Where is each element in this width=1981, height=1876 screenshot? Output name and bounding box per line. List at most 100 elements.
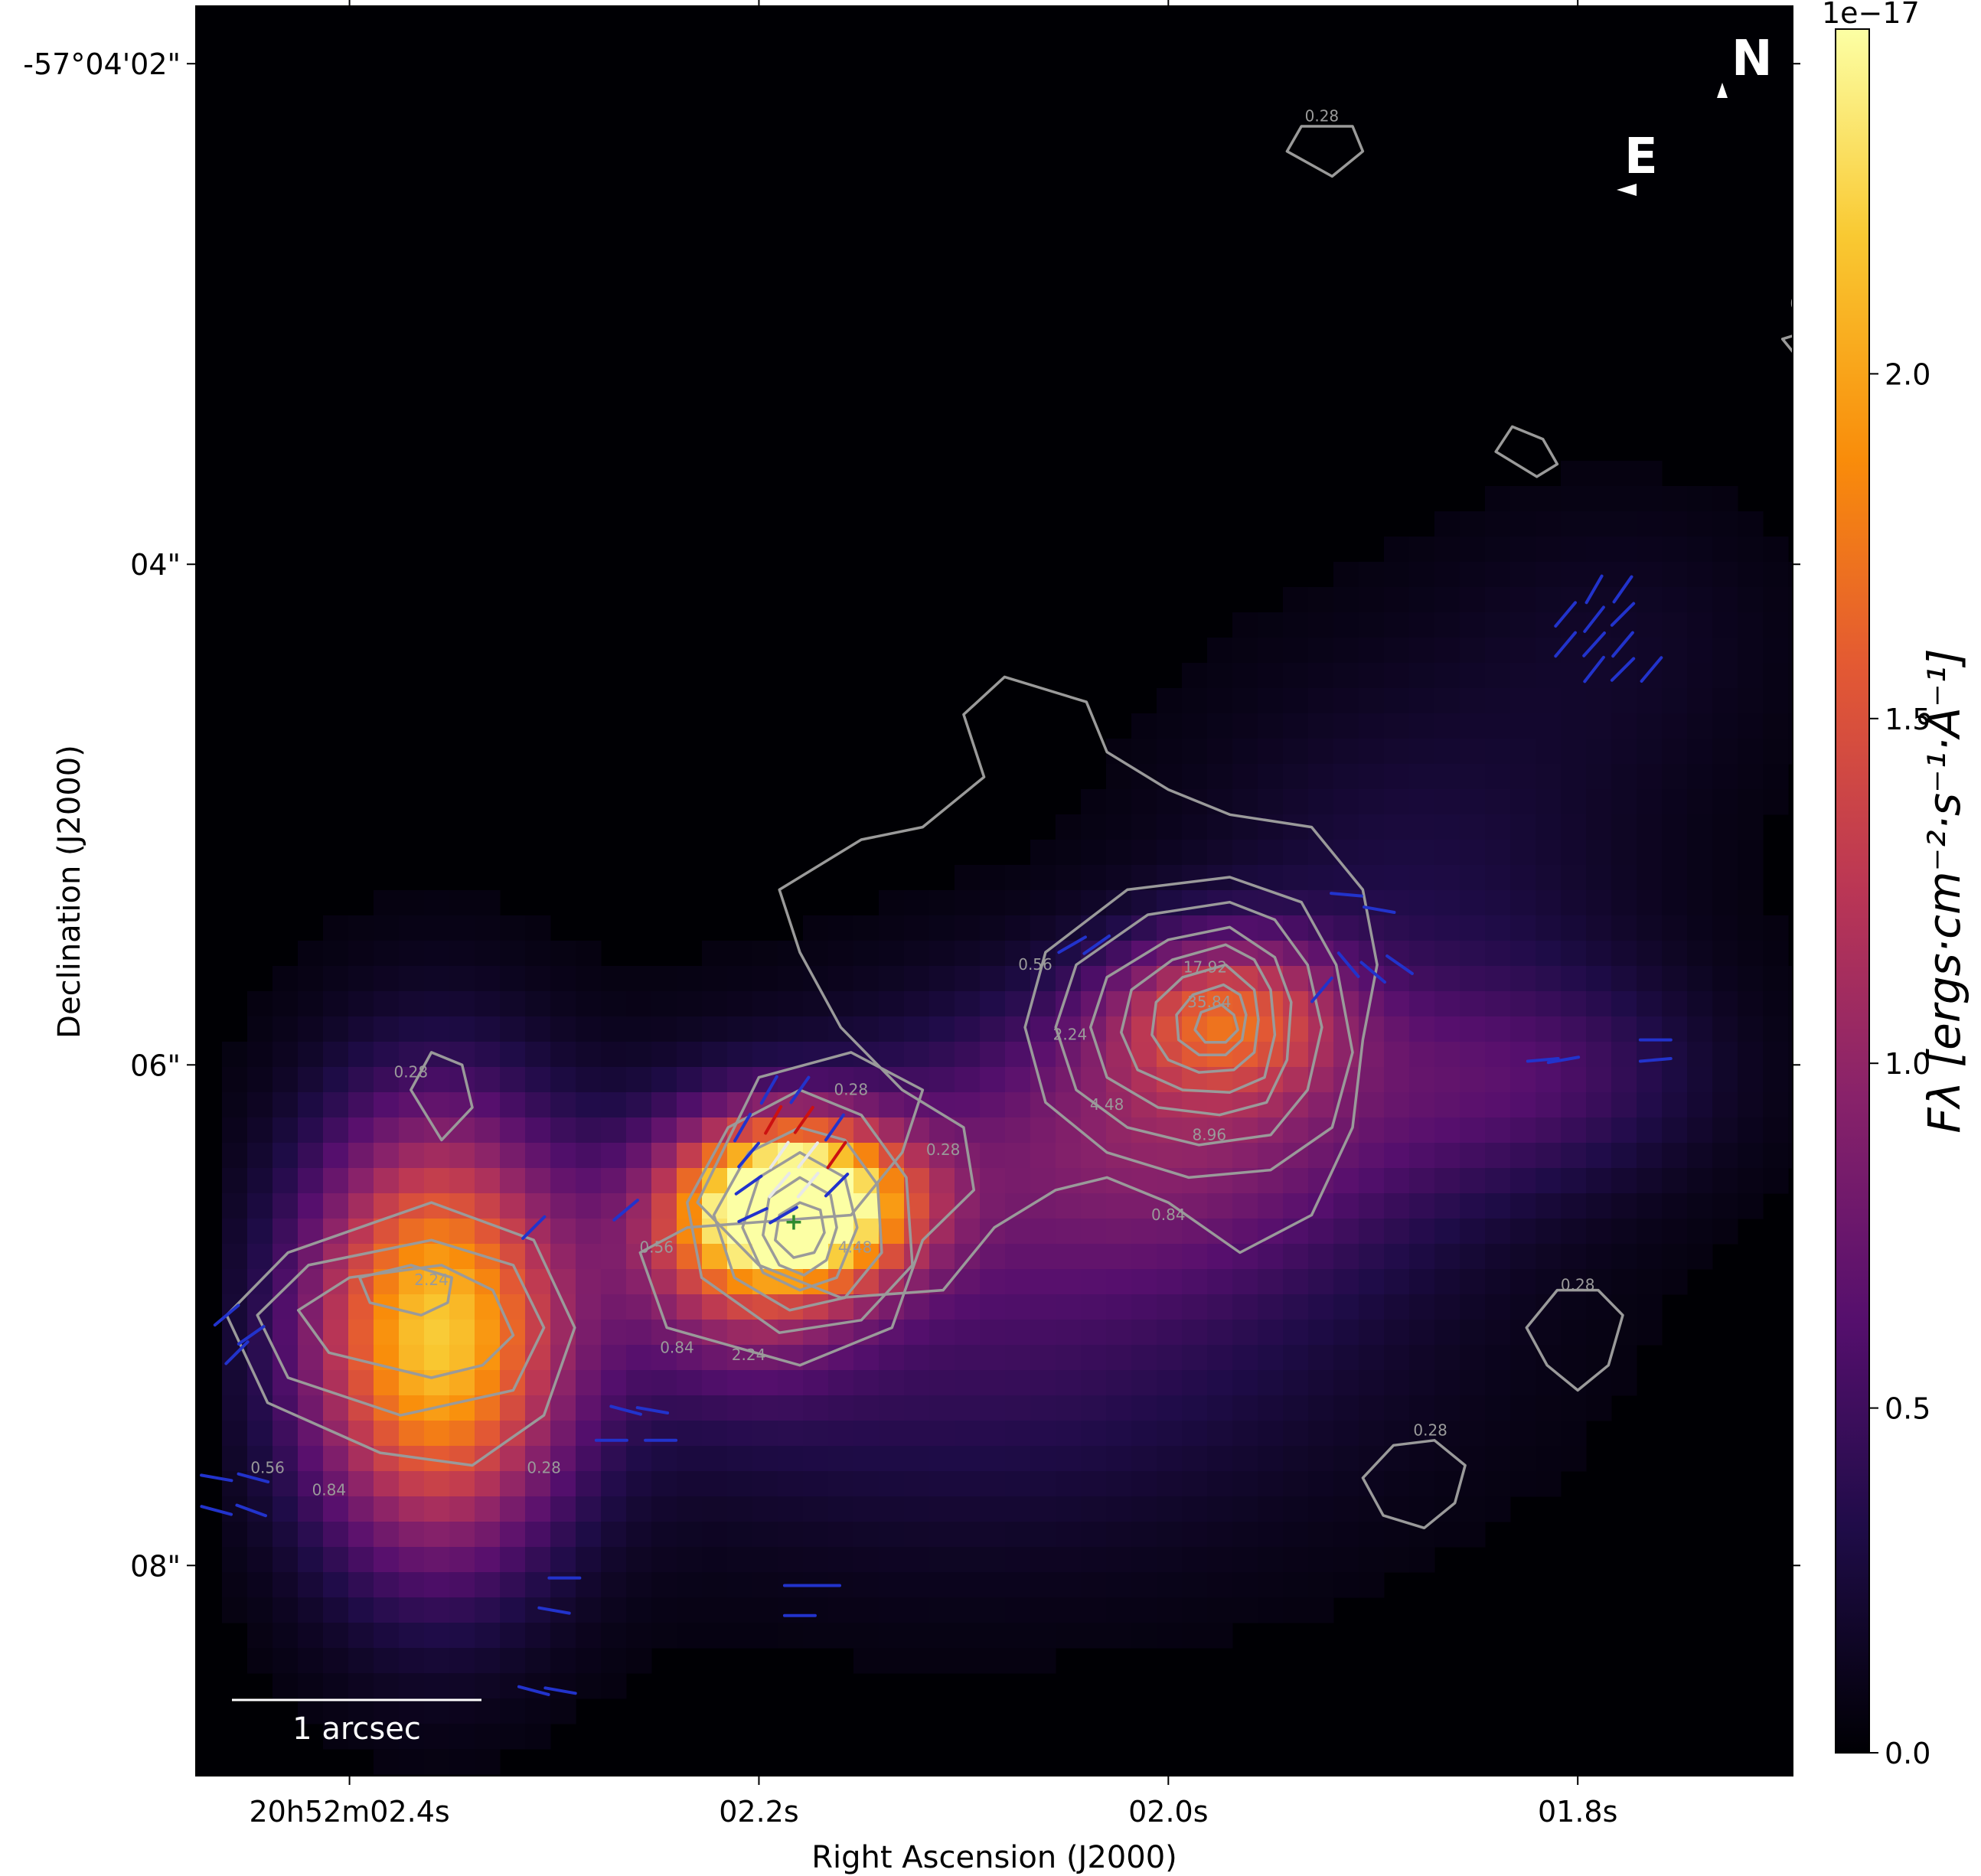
heatmap-pixel <box>1207 1345 1233 1371</box>
heatmap-pixel <box>247 1219 273 1245</box>
heatmap-pixel <box>1662 941 1688 967</box>
heatmap-pixel <box>879 1522 905 1548</box>
heatmap-pixel <box>803 991 829 1017</box>
heatmap-pixel <box>1359 1244 1385 1270</box>
heatmap-pixel <box>651 1370 677 1396</box>
heatmap-pixel <box>424 1193 450 1219</box>
heatmap-pixel <box>1409 1320 1435 1346</box>
x-tick-label: 01.8s <box>1538 1795 1617 1829</box>
heatmap-pixel <box>601 1572 627 1598</box>
heatmap-pixel <box>298 1623 324 1649</box>
heatmap-pixel <box>1182 1471 1208 1497</box>
heatmap-pixel <box>1662 1092 1688 1118</box>
heatmap-pixel <box>348 1016 374 1042</box>
heatmap-pixel <box>1434 1522 1460 1548</box>
heatmap-pixel <box>1258 1294 1284 1320</box>
heatmap-pixel <box>1005 1117 1031 1144</box>
heatmap-pixel <box>1510 1117 1536 1144</box>
heatmap-pixel <box>1232 966 1258 992</box>
heatmap-pixel <box>1712 814 1738 840</box>
heatmap-pixel <box>1157 688 1183 714</box>
heatmap-pixel <box>1232 663 1258 689</box>
heatmap-pixel <box>702 1168 728 1194</box>
heatmap-pixel <box>601 1421 627 1447</box>
heatmap-pixel <box>1409 713 1435 739</box>
heatmap-pixel <box>1738 966 1764 992</box>
heatmap-pixel <box>626 1067 652 1093</box>
heatmap-pixel <box>1536 663 1562 689</box>
heatmap-pixel <box>323 1067 349 1093</box>
colorbar-tick-label: 1.5 <box>1885 703 1930 736</box>
heatmap-pixel <box>550 1648 576 1674</box>
heatmap-pixel <box>702 966 728 992</box>
heatmap-pixel <box>879 1597 905 1623</box>
heatmap-pixel <box>1536 1244 1562 1270</box>
heatmap-pixel <box>1434 991 1460 1017</box>
heatmap-pixel <box>1207 1421 1233 1447</box>
heatmap-pixel <box>1005 1446 1031 1472</box>
heatmap-pixel <box>1157 814 1183 840</box>
polarization-vector <box>764 1104 783 1135</box>
heatmap-pixel <box>1561 1421 1587 1447</box>
heatmap-pixel <box>475 890 501 916</box>
heatmap-pixel <box>1157 1395 1183 1421</box>
heatmap-pixel <box>1030 1143 1056 1169</box>
heatmap-pixel <box>298 1496 324 1522</box>
heatmap-pixel <box>1131 840 1157 866</box>
heatmap-pixel <box>1712 1067 1738 1093</box>
heatmap-pixel <box>222 1370 248 1396</box>
heatmap-pixel <box>348 1673 374 1699</box>
heatmap-pixel <box>449 1345 475 1371</box>
heatmap-pixel <box>348 1648 374 1674</box>
heatmap-pixel <box>1384 789 1410 815</box>
heatmap-pixel <box>1662 814 1688 840</box>
heatmap-pixel <box>525 941 551 967</box>
heatmap-pixel <box>475 1673 501 1699</box>
heatmap-pixel <box>1056 1294 1082 1320</box>
heatmap-pixel <box>677 1572 703 1598</box>
heatmap-pixel <box>247 1092 273 1118</box>
heatmap-pixel <box>1409 966 1435 992</box>
contour-label: 0.84 <box>1151 1206 1186 1224</box>
heatmap-pixel <box>475 1572 501 1598</box>
heatmap-pixel <box>247 1395 273 1421</box>
contour-line-0-84 <box>1054 900 1323 1147</box>
polarization-vector <box>737 1141 760 1169</box>
heatmap-pixel <box>803 1421 829 1447</box>
heatmap-pixel <box>601 1597 627 1623</box>
heatmap-pixel <box>1460 941 1486 967</box>
heatmap-pixel <box>677 1623 703 1649</box>
heatmap-pixel <box>1586 941 1612 967</box>
heatmap-pixel <box>1056 1345 1082 1371</box>
heatmap-pixel <box>1207 1547 1233 1573</box>
polarization-vector <box>1582 631 1606 657</box>
heatmap-pixel <box>1005 865 1031 891</box>
heatmap-pixel <box>879 915 905 941</box>
heatmap-pixel <box>1687 1244 1713 1270</box>
polarization-vector <box>612 1199 639 1222</box>
heatmap-pixel <box>449 915 475 941</box>
heatmap-pixel <box>1308 1143 1334 1169</box>
heatmap-pixel <box>828 1421 854 1447</box>
heatmap-pixel <box>1081 1597 1107 1623</box>
heatmap-pixel <box>525 991 551 1017</box>
heatmap-pixel <box>1207 1117 1233 1144</box>
heatmap-pixel <box>348 941 374 967</box>
heatmap-pixel <box>1611 915 1637 941</box>
heatmap-pixel <box>1384 537 1410 563</box>
heatmap-pixel <box>475 1193 501 1219</box>
heatmap-pixel <box>1283 1067 1309 1093</box>
heatmap-pixel <box>550 1294 576 1320</box>
heatmap-pixel <box>1005 1572 1031 1598</box>
heatmap-pixel <box>1384 840 1410 866</box>
heatmap-pixel <box>500 1446 526 1472</box>
heatmap-pixel <box>1384 1117 1410 1144</box>
heatmap-pixel <box>1157 1623 1183 1649</box>
heatmap-pixel <box>702 1219 728 1245</box>
heatmap-pixel <box>1485 1294 1511 1320</box>
heatmap-pixel <box>399 1269 425 1295</box>
heatmap-pixel <box>1106 1597 1132 1623</box>
heatmap-pixel <box>576 1547 602 1573</box>
heatmap-pixel <box>1333 1547 1359 1573</box>
heatmap-pixel <box>222 1143 248 1169</box>
